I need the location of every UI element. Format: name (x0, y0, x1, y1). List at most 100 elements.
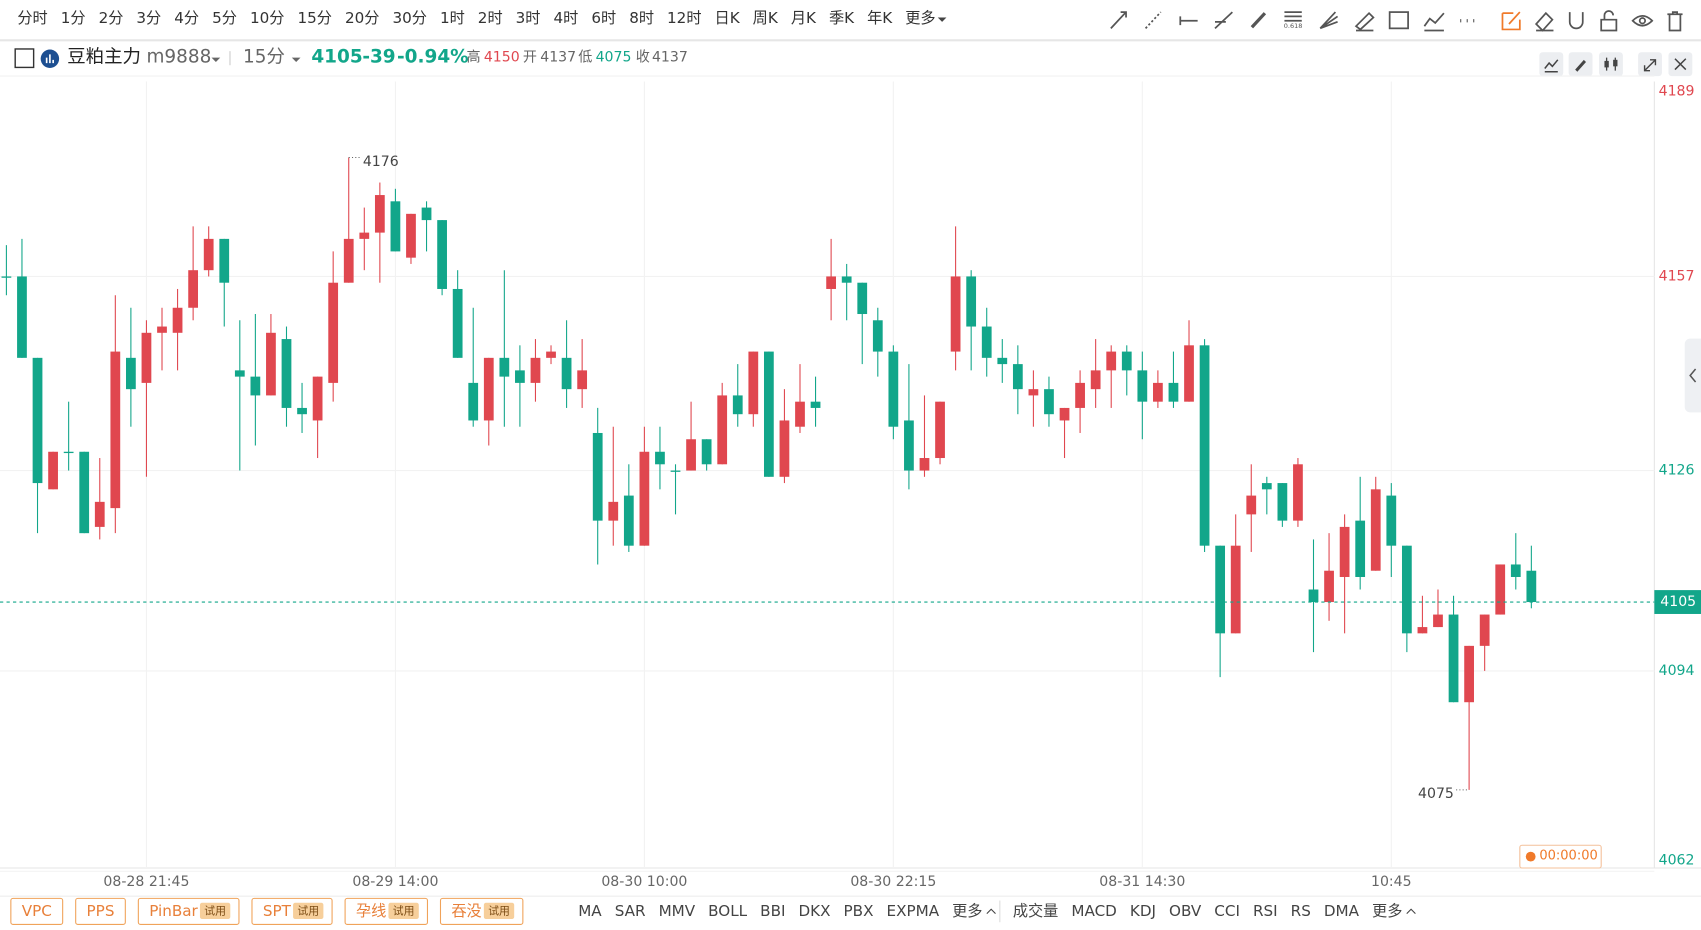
fullscreen-icon (1643, 59, 1657, 72)
period-button[interactable]: 日K (715, 9, 741, 27)
pattern-button[interactable]: 孕线 试用 (344, 897, 429, 925)
period-button[interactable]: 15分 (297, 9, 331, 27)
image-tool[interactable] (1388, 11, 1409, 30)
period-button[interactable]: 1时 (440, 9, 465, 27)
edit-tool[interactable] (1501, 11, 1521, 31)
period-button[interactable]: 3时 (516, 9, 541, 27)
magnet-tool[interactable] (1568, 12, 1584, 30)
period-button[interactable]: 12时 (667, 9, 701, 27)
candle-body (421, 207, 432, 221)
indicator-button[interactable] (1539, 52, 1564, 77)
indicator-button[interactable]: RS (1291, 902, 1311, 920)
wave-tool[interactable] (1423, 12, 1445, 32)
symbol-code[interactable]: m9888 (146, 47, 211, 68)
indicator-button[interactable]: RSI (1253, 902, 1278, 920)
trial-tag-label: 试用 (297, 904, 319, 917)
candle-body (172, 307, 183, 333)
indicator-button[interactable]: SAR (615, 902, 646, 920)
candle-body (623, 495, 634, 546)
period-button[interactable]: 8时 (629, 9, 654, 27)
period-button[interactable]: 周K (753, 9, 779, 27)
indicator-button[interactable]: KDJ (1130, 902, 1156, 920)
period-button[interactable]: 2时 (478, 9, 503, 27)
indicator-button[interactable]: DMA (1324, 902, 1360, 920)
line-tool[interactable] (1250, 12, 1267, 29)
fullscreen-button[interactable] (1638, 52, 1662, 77)
indicator-button[interactable]: 成交量 (1013, 902, 1059, 920)
ray-tool[interactable] (1110, 11, 1127, 29)
period-button[interactable]: 2分 (99, 9, 124, 27)
exchange-icon-bars (45, 54, 54, 64)
period-button[interactable]: 6时 (591, 9, 616, 27)
indicator-button[interactable]: MACD (1071, 902, 1116, 920)
candle-body (1386, 495, 1397, 546)
period-button[interactable]: 季K (829, 9, 855, 27)
header-period[interactable]: 15分 (243, 47, 285, 68)
indicator-button[interactable]: OBV (1169, 902, 1202, 920)
indicator-button[interactable]: 更多 (952, 902, 982, 920)
candle-body (343, 238, 354, 283)
period-button[interactable]: 30分 (392, 9, 426, 27)
eye-tool[interactable] (1631, 15, 1654, 27)
trial-tag (388, 902, 419, 919)
pattern-button[interactable]: PinBar 试用 (137, 897, 240, 925)
side-panel-tab[interactable] (1684, 338, 1701, 413)
eraser-tool[interactable] (1534, 11, 1554, 32)
countdown-badge (1519, 844, 1602, 869)
y-tick-label: 4126 (1659, 463, 1695, 479)
candle-body (63, 451, 74, 454)
trial-tag-label: 试用 (488, 904, 510, 917)
symbol-name[interactable]: 豆粕主力 (67, 47, 141, 68)
segment-tool[interactable] (1214, 11, 1233, 29)
candle-body (1417, 627, 1428, 634)
pattern-button[interactable]: VPC (10, 897, 64, 925)
dropdown-caret (937, 17, 947, 22)
lock-tool[interactable] (1600, 10, 1618, 32)
period-button[interactable]: 10分 (250, 9, 284, 27)
period-button[interactable]: 4时 (553, 9, 578, 27)
hline-tool[interactable] (1179, 16, 1198, 26)
brush-tool[interactable] (1354, 11, 1375, 32)
group-icon[interactable] (14, 48, 35, 69)
period-button[interactable]: 1分 (61, 9, 86, 27)
candle-body (1199, 345, 1210, 546)
indicator-button[interactable]: MMV (659, 902, 696, 920)
indicator-button[interactable]: BOLL (708, 902, 748, 920)
candle-body (608, 501, 619, 521)
candle-style-button[interactable] (1599, 52, 1623, 77)
trash-tool[interactable] (1667, 11, 1683, 32)
candle-body (281, 339, 292, 408)
fib-tool[interactable] (1284, 11, 1302, 22)
period-button[interactable]: 3分 (136, 9, 161, 27)
candle-body (1479, 614, 1490, 646)
indicator-button[interactable]: BBI (760, 902, 785, 920)
period-button[interactable]: 月K (791, 9, 817, 27)
pattern-button[interactable]: PPS (75, 897, 126, 925)
close-label: 收 (636, 50, 650, 66)
indicator-button[interactable]: CCI (1214, 902, 1240, 920)
indicator-button[interactable]: DKX (798, 902, 830, 920)
fan-tool[interactable] (1319, 11, 1339, 30)
pattern-button[interactable]: 吞没 试用 (439, 897, 524, 925)
indicator-button[interactable]: 更多 (1372, 902, 1402, 920)
candle-body (250, 376, 261, 396)
pattern-button[interactable]: SPT 试用 (251, 897, 333, 925)
period-button[interactable]: 年K (867, 9, 893, 27)
candle-body (94, 501, 105, 527)
candle-body (1464, 645, 1474, 703)
indicator-button[interactable]: EXPMA (887, 902, 940, 920)
candle-icon-body (1604, 60, 1609, 68)
indicator-button[interactable]: MA (578, 902, 602, 920)
candle-body (1153, 382, 1163, 402)
period-button[interactable]: 4分 (174, 9, 199, 27)
candle-body (919, 458, 930, 471)
period-button[interactable]: 更多 (905, 9, 935, 27)
period-button[interactable]: 5分 (212, 9, 237, 27)
dashed-tool[interactable] (1144, 11, 1162, 29)
candle-body (1168, 382, 1179, 402)
period-button[interactable]: 20分 (345, 9, 379, 27)
candle-body (1277, 483, 1288, 521)
period-button[interactable]: 分时 (17, 9, 47, 27)
indicator-button[interactable]: PBX (844, 902, 874, 920)
candle-body (266, 332, 276, 396)
